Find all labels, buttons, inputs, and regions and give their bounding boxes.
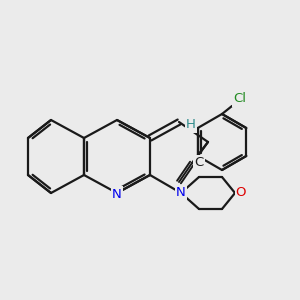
- Text: H: H: [186, 118, 196, 131]
- Text: N: N: [176, 187, 186, 200]
- Text: N: N: [112, 188, 122, 200]
- Text: O: O: [236, 187, 246, 200]
- Text: C: C: [194, 157, 204, 169]
- Text: Cl: Cl: [233, 92, 247, 106]
